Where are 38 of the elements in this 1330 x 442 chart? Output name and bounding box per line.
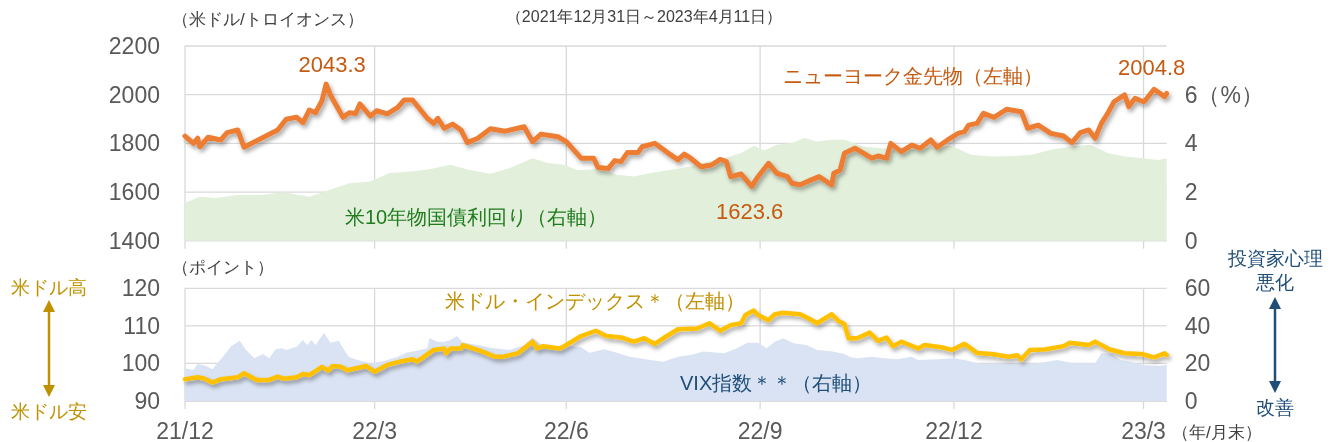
y-tick-label: 120 bbox=[121, 275, 160, 302]
x-tick-label: 23/3 bbox=[1121, 418, 1166, 442]
text: 投資家心理悪化 bbox=[1226, 247, 1324, 295]
annotation: 2004.8 bbox=[1118, 54, 1186, 80]
y2-tick-label: 40 bbox=[1184, 312, 1211, 339]
text: 米ドル高 bbox=[11, 277, 87, 298]
y2-tick-label: 60 bbox=[1184, 275, 1211, 302]
x-tick-label: 22/3 bbox=[352, 418, 397, 442]
annotation: 1623.6 bbox=[716, 199, 784, 225]
y-tick-label: 100 bbox=[121, 350, 160, 377]
y-tick-label: 1800 bbox=[108, 130, 160, 157]
y2-tick-label: 0 bbox=[1184, 388, 1198, 414]
x-axis-title: （年/月末） bbox=[1172, 423, 1262, 442]
series-label: ニューヨーク金先物（左軸） bbox=[783, 65, 1043, 87]
y-tick-label: 90 bbox=[134, 388, 160, 414]
y2-tick-label: 0 bbox=[1184, 227, 1198, 254]
y2-tick-label: 4 bbox=[1184, 130, 1198, 157]
y2-tick-label: 20 bbox=[1184, 350, 1211, 377]
y-tick-label: 2200 bbox=[108, 33, 160, 59]
y-tick-label: 1600 bbox=[108, 179, 160, 206]
x-tick-label: 21/12 bbox=[156, 418, 214, 442]
y-tick-label: 110 bbox=[123, 312, 160, 339]
y2-tick-label: 2 bbox=[1184, 179, 1198, 206]
y2-tick-label: 6（%） bbox=[1184, 81, 1264, 108]
x-tick-label: 22/6 bbox=[543, 418, 589, 442]
chart-title: （2021年12月31日～2023年4月11日） bbox=[505, 8, 783, 25]
text: 米ドル安 bbox=[11, 401, 87, 422]
series-label: VIX指数＊＊（右軸） bbox=[680, 372, 873, 394]
text: 改善 bbox=[1256, 397, 1294, 418]
y-tick-label: 1400 bbox=[108, 227, 160, 254]
series-label: 米ドル・インデックス＊（左軸） bbox=[445, 290, 745, 312]
series-label: 米10年物国債利回り（右軸） bbox=[345, 206, 608, 228]
y-axis-title: （ポイント） bbox=[172, 258, 274, 277]
x-tick-label: 22/9 bbox=[737, 418, 783, 442]
y-tick-label: 2000 bbox=[108, 81, 160, 108]
x-tick-label: 22/12 bbox=[925, 418, 983, 442]
y-axis-title: （米ドル/トロイオンス） bbox=[172, 10, 364, 29]
annotation: 2043.3 bbox=[298, 52, 366, 78]
